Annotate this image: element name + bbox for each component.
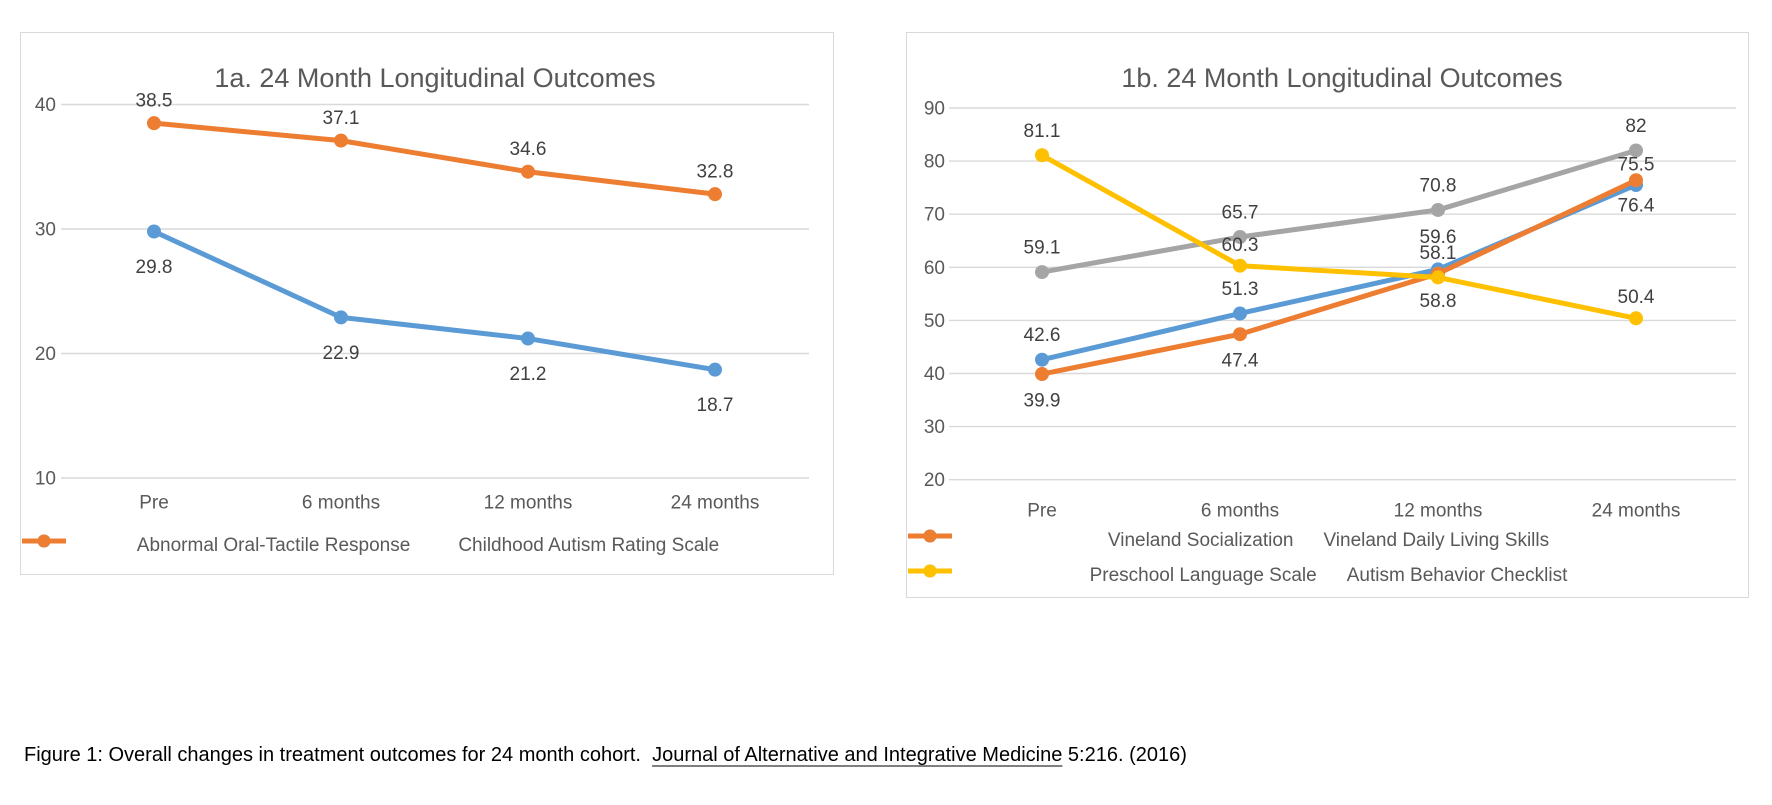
data-label: 70.8 bbox=[1420, 175, 1457, 196]
data-label: 51.3 bbox=[1222, 279, 1259, 300]
chart-1a-canvas: 10 20 30 40 Pre 6 months 12 months 24 months 1a.… bbox=[35, 63, 809, 514]
y-tick-label: 90 bbox=[924, 99, 945, 120]
chart-1b-panel: 20 30 40 50 60 70 80 90 Pre 6 months 12 months 24 m… bbox=[906, 32, 1749, 598]
data-point bbox=[1431, 270, 1445, 285]
legend-item: Vineland Daily Living Skills bbox=[908, 529, 1550, 552]
legend-marker-icon bbox=[22, 534, 66, 548]
data-point bbox=[1629, 143, 1643, 158]
x-tick-label: 12 months bbox=[1394, 501, 1483, 522]
data-label: 39.9 bbox=[1024, 391, 1061, 412]
legend-marker-icon bbox=[908, 529, 952, 543]
series-line-3 bbox=[1039, 152, 1639, 321]
y-tick-label: 10 bbox=[35, 469, 56, 490]
y-tick-label: 80 bbox=[924, 152, 945, 173]
caption-prefix: Figure 1: Overall changes in treatment o… bbox=[24, 744, 653, 766]
data-label: 42.6 bbox=[1024, 325, 1061, 346]
legend-label: Vineland Socialization bbox=[1107, 530, 1294, 551]
series-line-2 bbox=[1039, 147, 1639, 275]
legend-item: Abnormal Oral-Tactile Response bbox=[22, 534, 411, 557]
data-point bbox=[521, 331, 535, 346]
data-label: 76.4 bbox=[1618, 196, 1655, 217]
x-tick-label: Pre bbox=[139, 493, 169, 514]
data-point bbox=[147, 224, 161, 239]
data-label: 32.8 bbox=[697, 162, 734, 183]
data-point bbox=[1035, 352, 1049, 367]
data-label: 50.4 bbox=[1618, 287, 1655, 308]
chart-title: 1a. 24 Month Longitudinal Outcomes bbox=[214, 63, 655, 93]
legend-row: Vineland Socialization Vineland Daily Liv… bbox=[907, 528, 1748, 554]
series-line-0 bbox=[151, 228, 718, 373]
x-tick-label: Pre bbox=[1027, 501, 1057, 522]
y-tick-label: 40 bbox=[35, 95, 56, 116]
legend-item: Childhood Autism Rating Scale bbox=[22, 534, 720, 557]
data-label: 18.7 bbox=[697, 395, 734, 416]
data-point bbox=[1035, 265, 1049, 280]
legend-marker-icon bbox=[908, 564, 952, 578]
data-point bbox=[1431, 202, 1445, 217]
data-point bbox=[1629, 173, 1643, 188]
data-point bbox=[334, 310, 348, 325]
data-point bbox=[1233, 306, 1247, 321]
legend-label: Childhood Autism Rating Scale bbox=[458, 535, 720, 556]
data-label: 82 bbox=[1625, 116, 1646, 137]
legend-item: Preschool Language Scale bbox=[908, 564, 1317, 587]
data-point bbox=[147, 116, 161, 131]
data-label: 29.8 bbox=[136, 257, 173, 278]
chart-1a-panel: 10 20 30 40 Pre 6 months 12 months 24 months 1a.… bbox=[20, 32, 834, 575]
y-tick-label: 50 bbox=[924, 311, 945, 332]
data-point bbox=[708, 362, 722, 377]
data-label: 75.5 bbox=[1618, 154, 1655, 175]
data-point bbox=[521, 164, 535, 179]
y-tick-label: 40 bbox=[924, 364, 945, 385]
chart-title: 1b. 24 Month Longitudinal Outcomes bbox=[1121, 63, 1562, 93]
data-point bbox=[334, 133, 348, 148]
data-label: 38.5 bbox=[136, 91, 173, 112]
series-line-1 bbox=[1039, 177, 1639, 377]
data-point bbox=[1035, 367, 1049, 382]
x-tick-label: 24 months bbox=[671, 493, 760, 514]
x-tick-label: 6 months bbox=[302, 493, 380, 514]
data-label: 22.9 bbox=[323, 343, 360, 364]
figure-caption: Figure 1: Overall changes in treatment o… bbox=[24, 744, 1187, 767]
caption-journal-title: Journal of Alternative and Integrative M… bbox=[652, 744, 1063, 766]
y-tick-label: 20 bbox=[924, 470, 945, 491]
data-label: 58.1 bbox=[1420, 243, 1457, 264]
legend-item: Autism Behavior Checklist bbox=[908, 564, 1568, 587]
legend-row: Abnormal Oral-Tactile Response Childhood … bbox=[21, 533, 833, 559]
data-label: 37.1 bbox=[323, 108, 360, 129]
data-point bbox=[1233, 327, 1247, 342]
data-label: 81.1 bbox=[1024, 121, 1061, 142]
legend-label: Preschool Language Scale bbox=[1089, 565, 1317, 586]
x-tick-label: 12 months bbox=[484, 493, 573, 514]
data-point bbox=[708, 187, 722, 202]
data-point bbox=[1629, 311, 1643, 326]
data-label: 34.6 bbox=[510, 139, 547, 160]
legend-label: Vineland Daily Living Skills bbox=[1323, 530, 1550, 551]
y-tick-label: 60 bbox=[924, 258, 945, 279]
chart-1b-canvas: 20 30 40 50 60 70 80 90 Pre 6 months 12 months 24 m… bbox=[924, 63, 1736, 522]
caption-suffix: 5:216. (2016) bbox=[1062, 744, 1187, 766]
data-point bbox=[1035, 148, 1049, 163]
data-point bbox=[1233, 230, 1247, 245]
legend-item: Vineland Socialization bbox=[908, 529, 1294, 552]
legend-label: Autism Behavior Checklist bbox=[1346, 565, 1568, 586]
series-line-1 bbox=[151, 120, 718, 197]
data-label: 65.7 bbox=[1222, 203, 1259, 224]
legend-row: Preschool Language Scale Autism Behavior … bbox=[907, 563, 1748, 589]
y-tick-label: 30 bbox=[35, 220, 56, 241]
data-label: 47.4 bbox=[1222, 351, 1259, 372]
y-tick-label: 20 bbox=[35, 344, 56, 365]
data-label: 59.1 bbox=[1024, 238, 1061, 259]
data-label: 58.8 bbox=[1420, 291, 1457, 312]
legend-label: Abnormal Oral-Tactile Response bbox=[136, 535, 411, 556]
x-tick-label: 24 months bbox=[1592, 501, 1681, 522]
y-tick-label: 70 bbox=[924, 205, 945, 226]
data-label: 59.6 bbox=[1420, 227, 1457, 248]
y-tick-label: 30 bbox=[924, 417, 945, 438]
x-tick-label: 6 months bbox=[1201, 501, 1279, 522]
data-label: 60.3 bbox=[1222, 235, 1259, 256]
data-point bbox=[1233, 258, 1247, 273]
data-label: 21.2 bbox=[510, 364, 547, 385]
